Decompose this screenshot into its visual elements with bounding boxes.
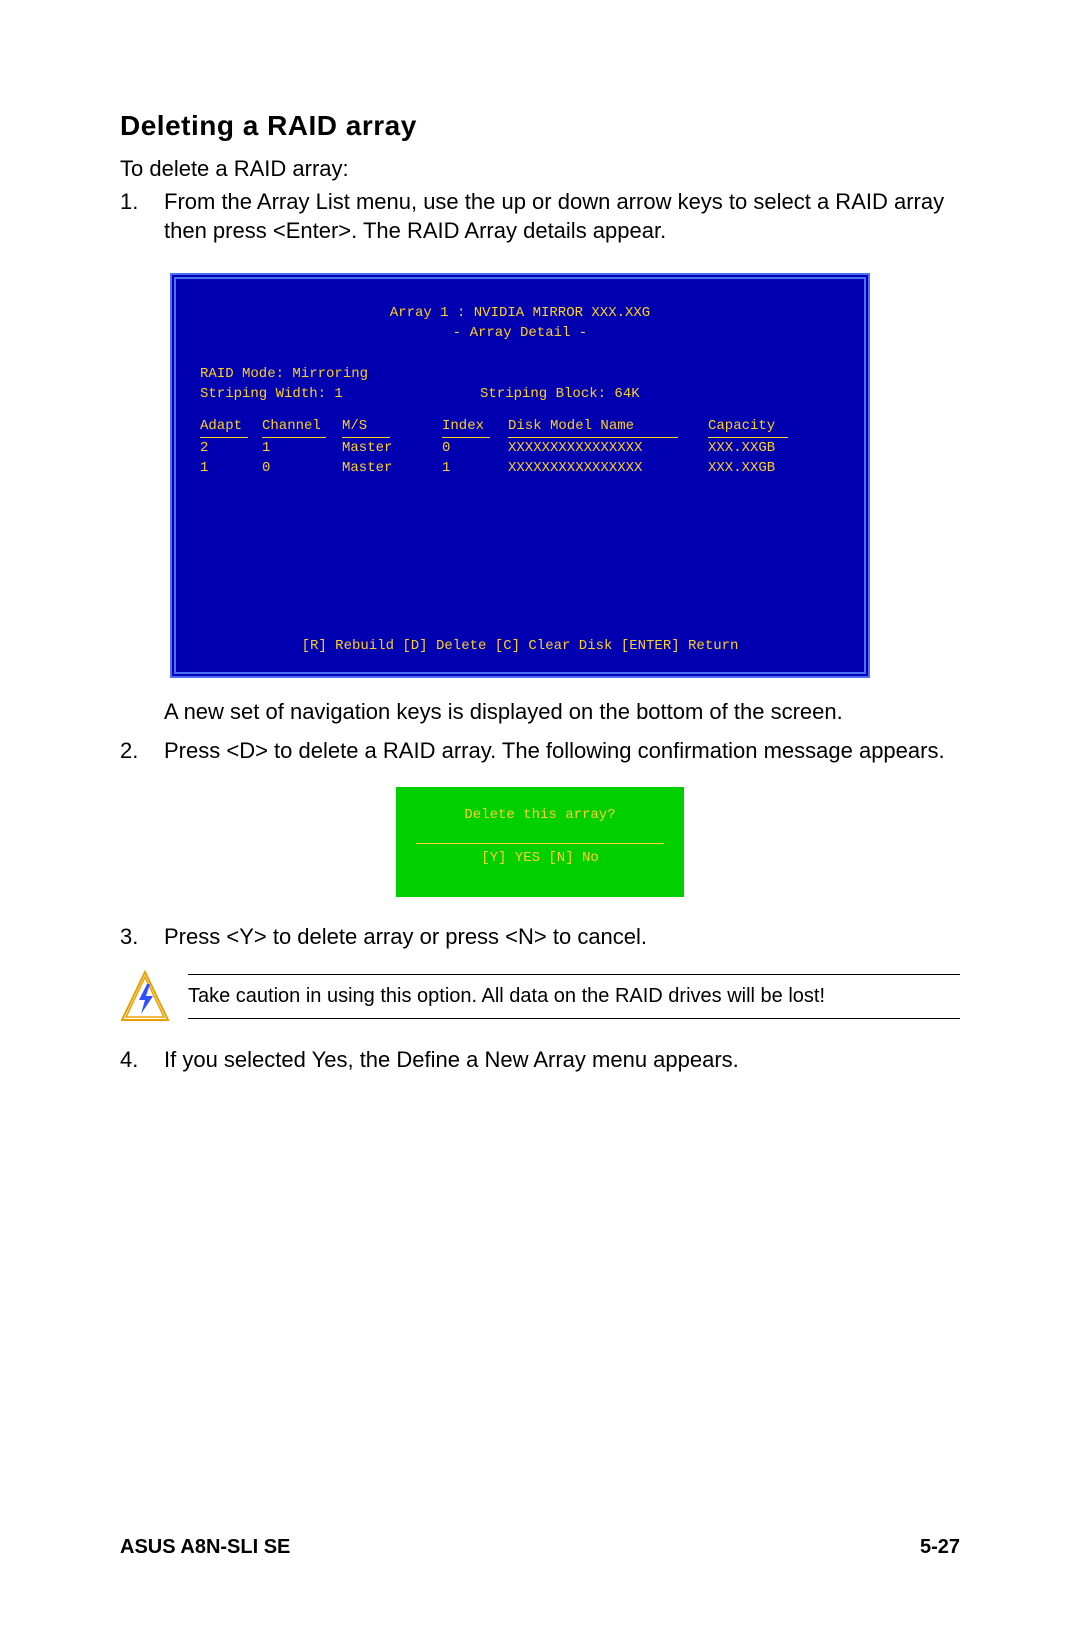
confirm-divider — [416, 843, 664, 844]
col-model: Disk Model Name — [508, 416, 708, 436]
step-1-note: A new set of navigation keys is displaye… — [164, 698, 960, 727]
col-capacity: Capacity — [708, 416, 808, 436]
bios-title: Array 1 : NVIDIA MIRROR XXX.XXG — [200, 303, 840, 323]
steps-list-2: 2. Press <D> to delete a RAID array. The… — [120, 737, 960, 766]
bios-raid-mode: RAID Mode: Mirroring — [200, 364, 840, 384]
confirm-options: [Y] YES [N] No — [396, 850, 684, 866]
intro-text: To delete a RAID array: — [120, 156, 960, 182]
steps-list-4: 4. If you selected Yes, the Define a New… — [120, 1046, 960, 1075]
col-adapt: Adapt — [200, 416, 262, 436]
footer-product: ASUS A8N-SLI SE — [120, 1536, 290, 1559]
bios-striping-row: Striping Width: 1 Striping Block: 64K — [200, 384, 840, 404]
lightning-caution-icon — [120, 970, 170, 1024]
step-number: 4. — [120, 1046, 164, 1075]
bios-striping-width: Striping Width: 1 — [200, 384, 480, 404]
caution-text: Take caution in using this option. All d… — [188, 974, 960, 1019]
col-ms: M/S — [342, 416, 442, 436]
steps-list-3: 3. Press <Y> to delete array or press <N… — [120, 923, 960, 952]
footer-page-number: 5-27 — [920, 1536, 960, 1559]
steps-list: 1. From the Array List menu, use the up … — [120, 188, 960, 245]
step-number: 2. — [120, 737, 164, 766]
bios-striping-block: Striping Block: 64K — [480, 384, 640, 404]
section-heading: Deleting a RAID array — [120, 110, 960, 142]
bios-subtitle: - Array Detail - — [200, 323, 840, 343]
bios-array-detail-screen: Array 1 : NVIDIA MIRROR XXX.XXG - Array … — [170, 273, 870, 678]
page-footer: ASUS A8N-SLI SE 5-27 — [120, 1536, 960, 1559]
step-3-text: Press <Y> to delete array or press <N> t… — [164, 923, 960, 952]
confirm-question: Delete this array? — [396, 807, 684, 823]
step-number: 1. — [120, 188, 164, 245]
delete-confirm-dialog: Delete this array? [Y] YES [N] No — [396, 787, 684, 897]
bios-table-row: 2 1 Master 0 XXXXXXXXXXXXXXXX XXX.XXGB — [200, 438, 840, 458]
step-2-text: Press <D> to delete a RAID array. The fo… — [164, 737, 960, 766]
bios-table-header: Adapt Channel M/S Index Disk Model Name … — [200, 416, 840, 436]
step-4-text: If you selected Yes, the Define a New Ar… — [164, 1046, 960, 1075]
caution-callout: Take caution in using this option. All d… — [120, 970, 960, 1024]
col-channel: Channel — [262, 416, 342, 436]
bios-nav-keys: [R] Rebuild [D] Delete [C] Clear Disk [E… — [176, 636, 864, 656]
step-1-text: From the Array List menu, use the up or … — [164, 188, 960, 245]
col-index: Index — [442, 416, 508, 436]
step-number: 3. — [120, 923, 164, 952]
bios-table-row: 1 0 Master 1 XXXXXXXXXXXXXXXX XXX.XXGB — [200, 458, 840, 478]
manual-page: Deleting a RAID array To delete a RAID a… — [0, 0, 1080, 1627]
